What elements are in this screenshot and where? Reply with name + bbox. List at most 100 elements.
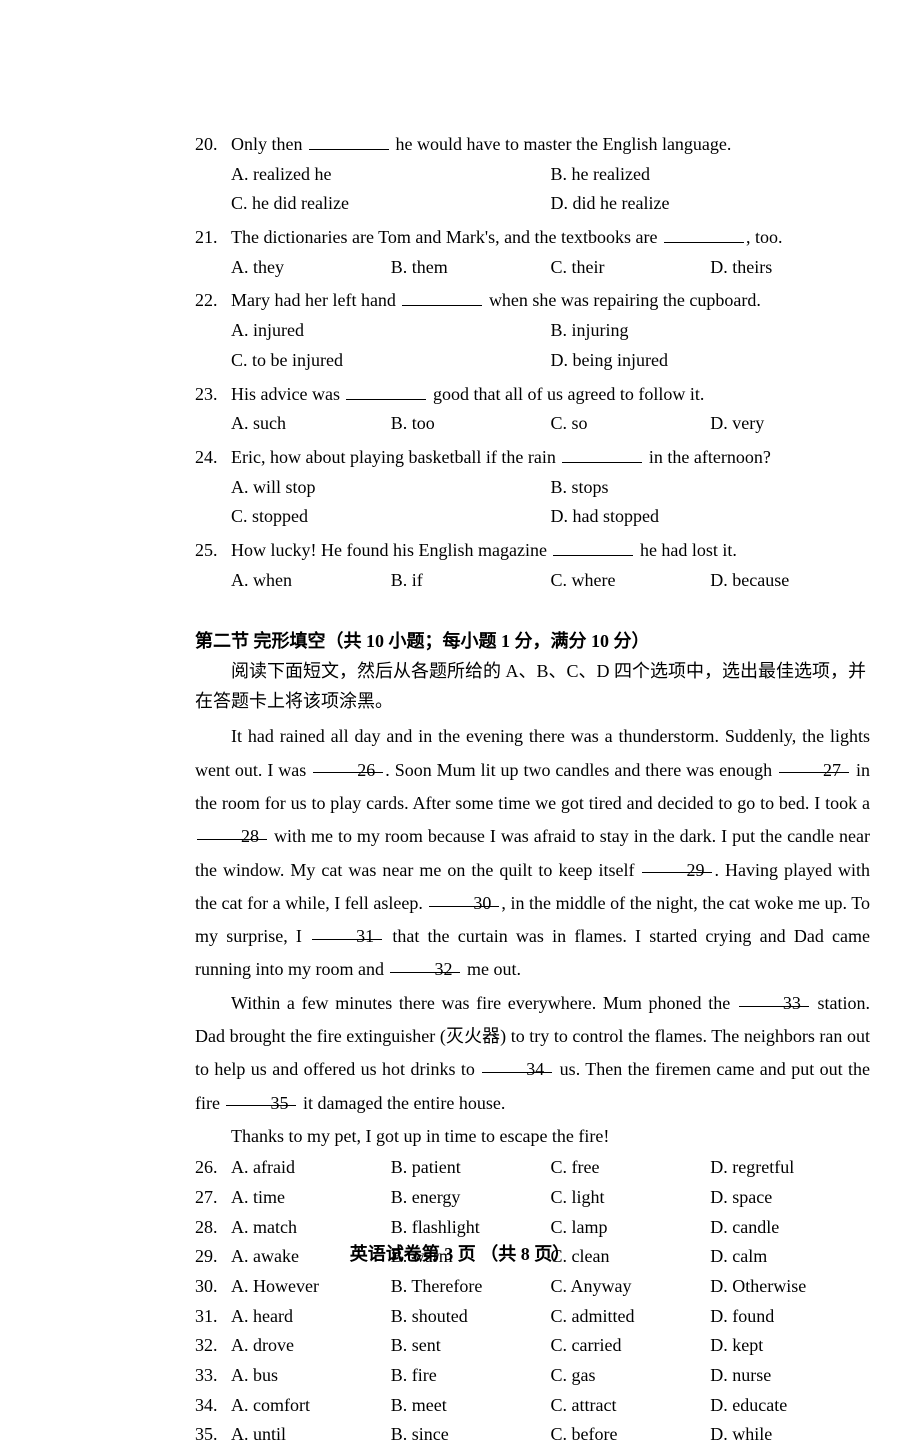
option-d[interactable]: D. had stopped xyxy=(551,502,871,532)
option-a[interactable]: A. time xyxy=(231,1183,391,1213)
question-21: 21. The dictionaries are Tom and Mark's,… xyxy=(195,223,870,282)
answer-number: 33. xyxy=(195,1361,231,1391)
blank-number: 33 xyxy=(783,993,801,1013)
question-22: 22. Mary had her left hand when she was … xyxy=(195,286,870,375)
option-c[interactable]: C. he did realize xyxy=(231,189,551,219)
option-a[interactable]: A. match xyxy=(231,1213,391,1243)
option-d[interactable]: D. candle xyxy=(710,1213,870,1243)
option-a[interactable]: A. realized he xyxy=(231,160,551,190)
stem-post: , too. xyxy=(746,227,783,247)
blank-30: 30 xyxy=(429,887,499,907)
option-b[interactable]: B. shouted xyxy=(391,1302,551,1332)
question-number: 24. xyxy=(195,443,231,473)
option-b[interactable]: B. flashlight xyxy=(391,1213,551,1243)
passage-para-1: It had rained all day and in the evening… xyxy=(195,720,870,986)
answer-row-33: 33. A. bus B. fire C. gas D. nurse xyxy=(195,1361,870,1391)
option-d[interactable]: D. while xyxy=(710,1420,870,1450)
option-d[interactable]: D. space xyxy=(710,1183,870,1213)
option-d[interactable]: D. because xyxy=(710,566,870,596)
option-c[interactable]: C. Anyway xyxy=(551,1272,711,1302)
answer-number: 31. xyxy=(195,1302,231,1332)
option-a[interactable]: A. injured xyxy=(231,316,551,346)
blank-29: 29 xyxy=(642,854,712,874)
option-c[interactable]: C. lamp xyxy=(551,1213,711,1243)
option-b[interactable]: B. Therefore xyxy=(391,1272,551,1302)
blank xyxy=(664,225,744,243)
option-b[interactable]: B. fire xyxy=(391,1361,551,1391)
blank-35: 35 xyxy=(226,1087,296,1107)
option-c[interactable]: C. free xyxy=(551,1153,711,1183)
option-d[interactable]: D. being injured xyxy=(551,346,871,376)
option-c[interactable]: C. where xyxy=(551,566,711,596)
option-d[interactable]: D. very xyxy=(710,409,870,439)
option-b[interactable]: B. stops xyxy=(551,473,871,503)
text: it damaged the entire house. xyxy=(298,1093,505,1113)
option-d[interactable]: D. nurse xyxy=(710,1361,870,1391)
option-c[interactable]: C. carried xyxy=(551,1331,711,1361)
option-a[interactable]: A. they xyxy=(231,253,391,283)
option-c[interactable]: C. admitted xyxy=(551,1302,711,1332)
stem-pre: The dictionaries are Tom and Mark's, and… xyxy=(231,227,662,247)
option-a[interactable]: A. such xyxy=(231,409,391,439)
option-d[interactable]: D. regretful xyxy=(710,1153,870,1183)
option-b[interactable]: B. if xyxy=(391,566,551,596)
question-stem: 21. The dictionaries are Tom and Mark's,… xyxy=(195,223,870,253)
option-d[interactable]: D. theirs xyxy=(710,253,870,283)
option-a[interactable]: A. drove xyxy=(231,1331,391,1361)
option-c[interactable]: C. before xyxy=(551,1420,711,1450)
option-c[interactable]: C. attract xyxy=(551,1391,711,1421)
option-a[interactable]: A. when xyxy=(231,566,391,596)
option-c[interactable]: C. to be injured xyxy=(231,346,551,376)
blank-number: 27 xyxy=(823,760,841,780)
answer-number: 32. xyxy=(195,1331,231,1361)
option-b[interactable]: B. meet xyxy=(391,1391,551,1421)
mc-section: 20. Only then he would have to master th… xyxy=(195,130,870,595)
options: A. will stop B. stops C. stopped D. had … xyxy=(195,473,870,532)
option-d[interactable]: D. Otherwise xyxy=(710,1272,870,1302)
answer-row-34: 34. A. comfort B. meet C. attract D. edu… xyxy=(195,1391,870,1421)
option-d[interactable]: D. kept xyxy=(710,1331,870,1361)
option-a[interactable]: A. until xyxy=(231,1420,391,1450)
option-a[interactable]: A. However xyxy=(231,1272,391,1302)
answer-row-35: 35. A. until B. since C. before D. while xyxy=(195,1420,870,1450)
passage-para-2: Within a few minutes there was fire ever… xyxy=(195,987,870,1120)
option-c[interactable]: C. gas xyxy=(551,1361,711,1391)
blank-number: 35 xyxy=(270,1093,288,1113)
option-c[interactable]: C. so xyxy=(551,409,711,439)
option-a[interactable]: A. heard xyxy=(231,1302,391,1332)
option-a[interactable]: A. bus xyxy=(231,1361,391,1391)
blank-34: 34 xyxy=(482,1053,552,1073)
text: Within a few minutes there was fire ever… xyxy=(231,993,737,1013)
option-b[interactable]: B. energy xyxy=(391,1183,551,1213)
option-c[interactable]: C. their xyxy=(551,253,711,283)
option-b[interactable]: B. sent xyxy=(391,1331,551,1361)
stem-post: good that all of us agreed to follow it. xyxy=(428,384,704,404)
answer-row-31: 31. A. heard B. shouted C. admitted D. f… xyxy=(195,1302,870,1332)
option-a[interactable]: A. afraid xyxy=(231,1153,391,1183)
option-b[interactable]: B. he realized xyxy=(551,160,871,190)
option-d[interactable]: D. found xyxy=(710,1302,870,1332)
option-a[interactable]: A. will stop xyxy=(231,473,551,503)
option-b[interactable]: B. injuring xyxy=(551,316,871,346)
question-stem: 23. His advice was good that all of us a… xyxy=(195,380,870,410)
option-a[interactable]: A. comfort xyxy=(231,1391,391,1421)
answer-number: 30. xyxy=(195,1272,231,1302)
blank-number: 28 xyxy=(241,826,259,846)
option-b[interactable]: B. since xyxy=(391,1420,551,1450)
option-c[interactable]: C. light xyxy=(551,1183,711,1213)
question-stem: 22. Mary had her left hand when she was … xyxy=(195,286,870,316)
option-b[interactable]: B. patient xyxy=(391,1153,551,1183)
blank-number: 26 xyxy=(357,760,375,780)
question-25: 25. How lucky! He found his English maga… xyxy=(195,536,870,595)
question-number: 20. xyxy=(195,130,231,160)
option-b[interactable]: B. them xyxy=(391,253,551,283)
option-b[interactable]: B. too xyxy=(391,409,551,439)
option-d[interactable]: D. educate xyxy=(710,1391,870,1421)
answer-number: 26. xyxy=(195,1153,231,1183)
option-d[interactable]: D. did he realize xyxy=(551,189,871,219)
blank-number: 34 xyxy=(526,1059,544,1079)
answer-row-30: 30. A. However B. Therefore C. Anyway D.… xyxy=(195,1272,870,1302)
stem-post: in the afternoon? xyxy=(644,447,770,467)
option-c[interactable]: C. stopped xyxy=(231,502,551,532)
options: A. injured B. injuring C. to be injured … xyxy=(195,316,870,375)
